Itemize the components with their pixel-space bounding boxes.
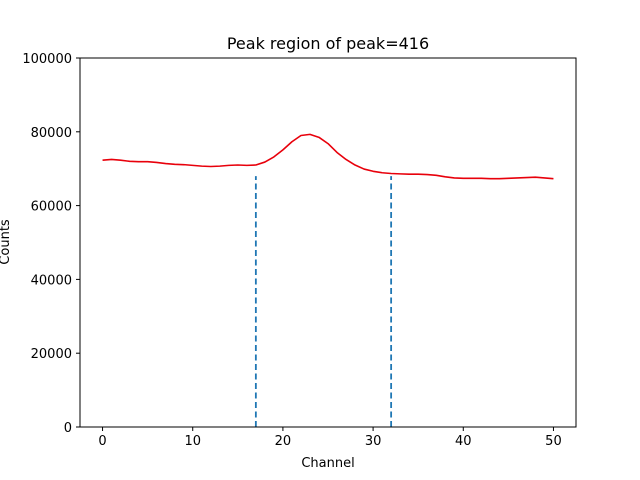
y-tick-label: 100000	[22, 52, 72, 67]
x-tick-label: 20	[275, 434, 292, 449]
x-tick-label: 40	[455, 434, 472, 449]
x-axis: 0 10 20 30 40 50	[98, 427, 562, 449]
chart-title: Peak region of peak=416	[227, 34, 429, 53]
x-tick-label: 50	[545, 434, 562, 449]
plot-frame	[79, 57, 577, 428]
y-tick-label: 60000	[31, 200, 72, 215]
x-axis-label: Channel	[301, 456, 354, 471]
y-tick-label: 80000	[31, 126, 72, 141]
y-tick-label: 40000	[31, 273, 72, 288]
x-tick-label: 10	[184, 434, 201, 449]
x-tick-label: 0	[98, 434, 106, 449]
y-axis-label: Counts	[0, 219, 13, 265]
x-tick-label: 30	[365, 434, 382, 449]
y-axis: 0 20000 40000 60000 80000 100000	[22, 52, 80, 436]
y-tick-label: 0	[64, 421, 72, 436]
series-line-0	[102, 133, 554, 180]
y-tick-label: 20000	[31, 347, 72, 362]
plot-area	[79, 57, 577, 428]
